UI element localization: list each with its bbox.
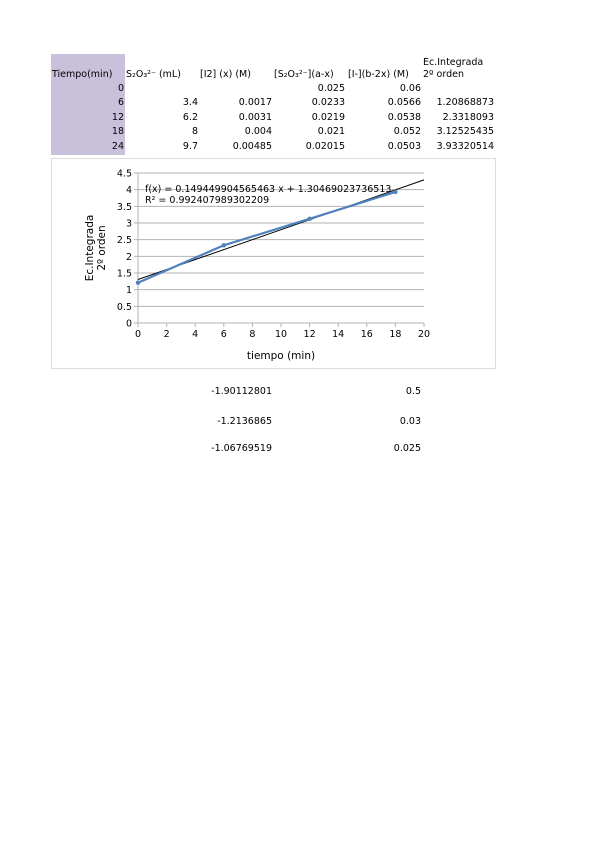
- y-tick-label: 0.5: [117, 302, 132, 313]
- x-tick-label: 8: [249, 329, 255, 340]
- table-cell: 1.20868873: [436, 97, 494, 108]
- y-axis-title-line2: 2º orden: [96, 225, 108, 270]
- y-tick-label: 0: [126, 319, 132, 330]
- table-cell: 18: [111, 126, 124, 137]
- chart-svg: 0 0.5 1 1.5 2 2.5 3 3.5 4 4.5 0 2 4 6 8 10 12 14 16 18 20 f(x…: [84, 169, 430, 363]
- table-cell: 0.0031: [238, 112, 272, 123]
- table-cell: 0.03: [399, 416, 421, 427]
- table-cell: -1.90112801: [211, 386, 272, 397]
- highlighted-time-column: [51, 54, 125, 155]
- table-cell: 0: [117, 83, 124, 94]
- y-tick-label: 2.5: [117, 235, 132, 246]
- data-point: [135, 280, 141, 285]
- x-tick-label: 16: [361, 329, 373, 340]
- y-tick-label: 4.5: [117, 169, 132, 180]
- data-point: [307, 216, 312, 222]
- table-cell: -1.2136865: [217, 416, 272, 427]
- table-cell: 3.4: [182, 97, 198, 108]
- table-cell: 24: [111, 141, 124, 152]
- series-line: [137, 190, 396, 284]
- table-cell: 3.93320514: [436, 141, 494, 152]
- x-tick-label: 18: [389, 329, 401, 340]
- x-tick-label: 14: [332, 329, 344, 340]
- table-cell: 0.06: [399, 83, 421, 94]
- chart-container: 0 0.5 1 1.5 2 2.5 3 3.5 4 4.5 0 2 4 6 8 10 12 14 16 18 20 f(x…: [51, 158, 496, 369]
- header-tiempo: Tiempo(min): [52, 69, 113, 80]
- table-cell: 0.5: [405, 386, 421, 397]
- x-tick-label: 10: [275, 329, 287, 340]
- table-cell: 0.02015: [305, 141, 345, 152]
- x-tick-label: 2: [164, 329, 170, 340]
- y-axis-title-line1: Ec.Integrada: [84, 215, 96, 282]
- table-cell: 0.025: [393, 443, 421, 454]
- table-cell: 0.004: [244, 126, 272, 137]
- x-tick-label: 6: [221, 329, 227, 340]
- header-i2-x: [I2] (x) (M): [200, 69, 251, 80]
- table-cell: 8: [191, 126, 198, 137]
- table-cell: 0.0538: [387, 112, 421, 123]
- y-tick-label: 2: [126, 252, 132, 263]
- trendline-equation: f(x) = 0.149449904565463 x + 1.304690237…: [145, 184, 391, 195]
- table-cell: 6: [117, 97, 124, 108]
- data-point: [393, 189, 398, 195]
- table-cell: 6.2: [182, 112, 198, 123]
- table-cell: 0.025: [317, 83, 345, 94]
- y-tick-label: 3: [126, 219, 132, 230]
- table-cell: 0.0219: [311, 112, 345, 123]
- header-i-b2x: [I-](b-2x) (M): [348, 69, 409, 80]
- data-point: [221, 243, 226, 248]
- y-tick-label: 4: [126, 185, 132, 196]
- table-cell: 0.0503: [387, 141, 421, 152]
- y-tick-label: 1: [126, 285, 132, 296]
- table-cell: 0.0566: [387, 97, 421, 108]
- r-squared: R² = 0.992407989302209: [145, 195, 269, 206]
- y-tick-label: 1.5: [117, 269, 132, 280]
- x-axis-title: tiempo (min): [247, 350, 315, 362]
- table-cell: 0.052: [393, 126, 421, 137]
- table-cell: 0.00485: [232, 141, 272, 152]
- header-s2o3-ax: [S₂O₃²⁻](a-x): [274, 69, 334, 80]
- table-cell: 0.021: [317, 126, 345, 137]
- y-tick-label: 3.5: [117, 202, 132, 213]
- table-cell: 0.0017: [238, 97, 272, 108]
- table-cell: 0.0233: [311, 97, 345, 108]
- header-ec-integrada-line2: 2º orden: [423, 69, 464, 80]
- header-s2o3-ml: S₂O₃²⁻ (mL): [126, 69, 181, 80]
- x-tick-label: 20: [418, 329, 430, 340]
- header-ec-integrada-line1: Ec.Integrada: [423, 57, 484, 68]
- table-cell: -1.06769519: [211, 443, 272, 454]
- table-cell: 2.3318093: [442, 112, 494, 123]
- x-tick-label: 12: [304, 329, 316, 340]
- table-cell: 12: [111, 112, 124, 123]
- table-cell: 9.7: [182, 141, 198, 152]
- x-tick-label: 4: [192, 329, 198, 340]
- table-cell: 3.12525435: [436, 126, 494, 137]
- x-tick-label: 0: [135, 329, 141, 340]
